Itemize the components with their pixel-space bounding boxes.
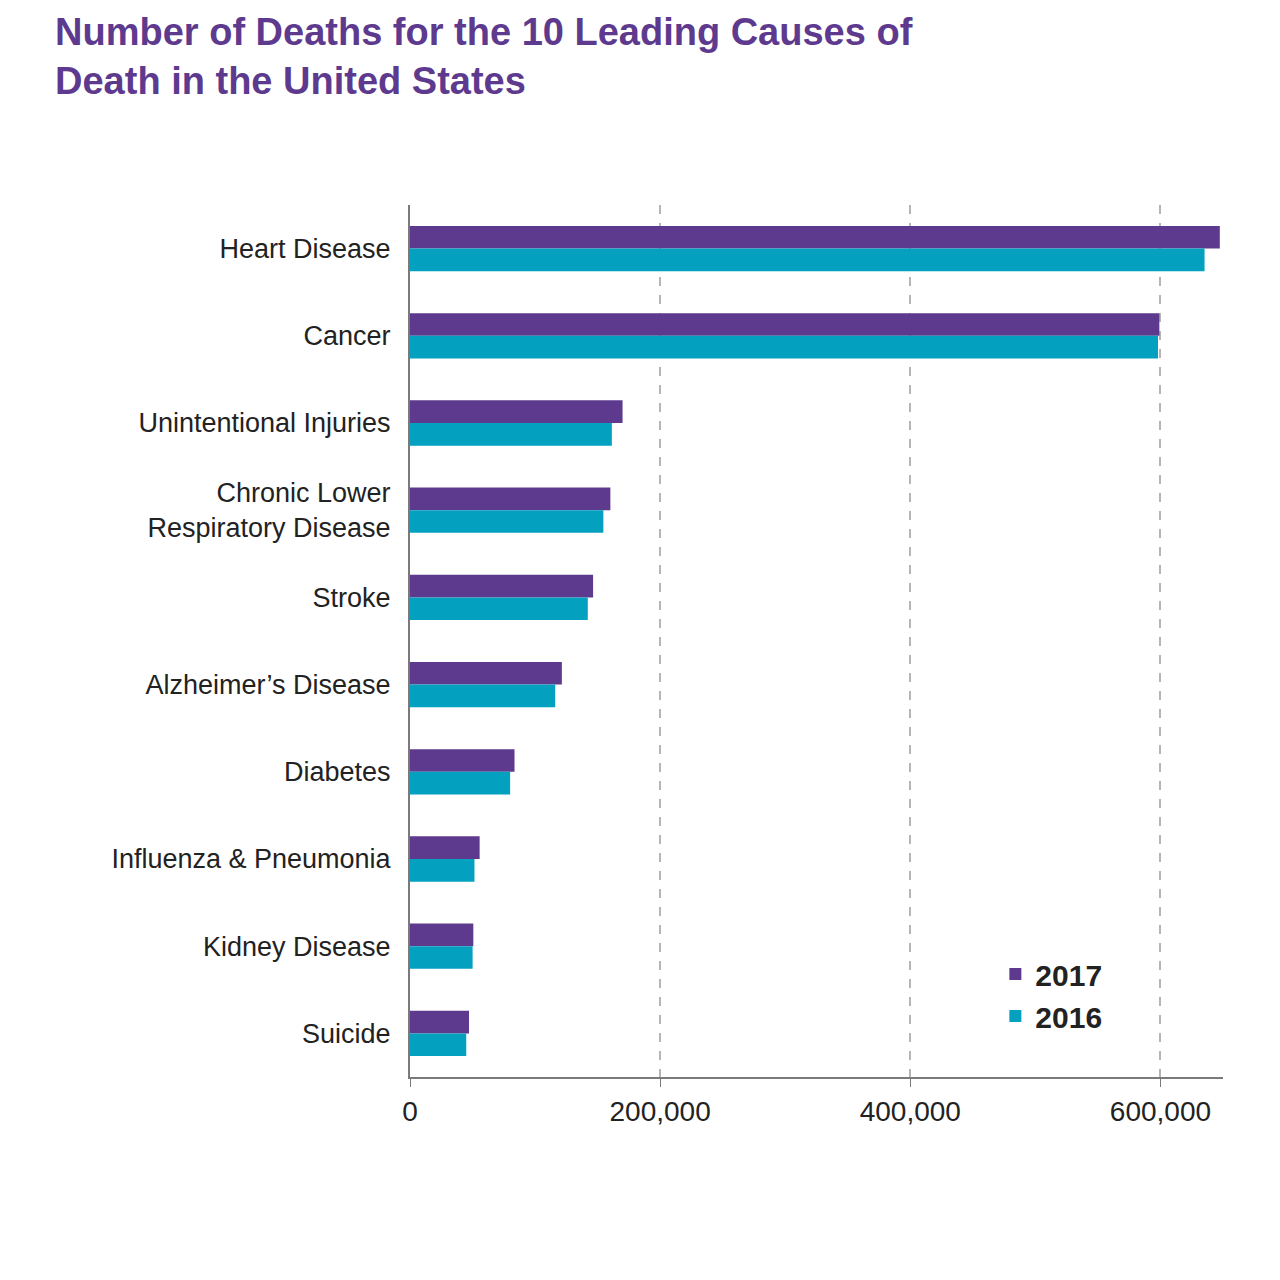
svg-text:Number of Deaths for the 10 Le: Number of Deaths for the 10 Leading Caus… — [55, 11, 913, 102]
svg-text:Diabetes: Diabetes — [284, 757, 391, 787]
svg-text:2017: 2017 — [1035, 959, 1102, 992]
svg-text:Influenza & Pneumonia: Influenza & Pneumonia — [111, 844, 391, 874]
svg-text:0: 0 — [402, 1096, 418, 1127]
svg-text:600,000: 600,000 — [1110, 1096, 1211, 1127]
svg-text:Stroke: Stroke — [313, 583, 391, 613]
svg-text:200,000: 200,000 — [610, 1096, 711, 1127]
svg-text:Heart Disease: Heart Disease — [220, 234, 391, 264]
svg-text:2016: 2016 — [1035, 1001, 1102, 1034]
svg-text:Suicide: Suicide — [302, 1019, 391, 1049]
svg-text:Unintentional Injuries: Unintentional Injuries — [138, 408, 390, 438]
svg-text:Cancer: Cancer — [304, 321, 391, 351]
svg-text:400,000: 400,000 — [860, 1096, 961, 1127]
svg-text:Kidney Disease: Kidney Disease — [203, 932, 391, 962]
svg-text:Alzheimer’s Disease: Alzheimer’s Disease — [145, 670, 390, 700]
svg-text:Chronic LowerRespiratory Disea: Chronic LowerRespiratory Disease — [148, 478, 391, 543]
